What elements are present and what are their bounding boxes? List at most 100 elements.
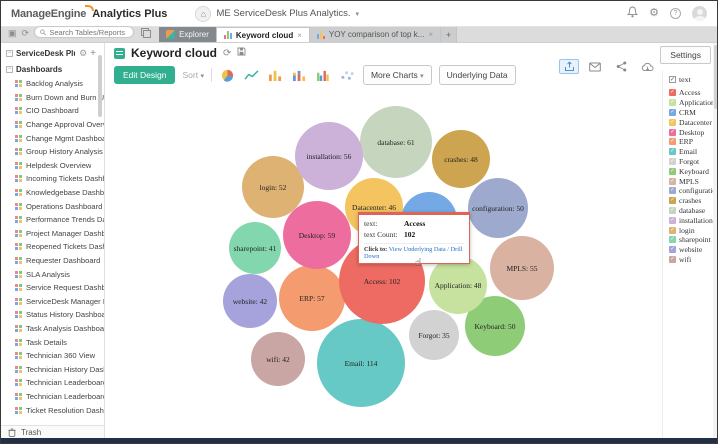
- legend-checkbox[interactable]: ✓: [669, 99, 676, 107]
- bubble-email[interactable]: Email: 114: [317, 319, 405, 407]
- sidebar-item[interactable]: Change Approval Overview: [15, 118, 104, 132]
- sidebar-section-dashboards[interactable]: − Dashboards: [1, 63, 104, 77]
- duplicate-tabs-icon[interactable]: [141, 27, 152, 38]
- legend-item[interactable]: ✓ configuration: [669, 186, 717, 196]
- pie-chart-icon[interactable]: [219, 68, 236, 83]
- window-icon[interactable]: ▣: [8, 27, 17, 38]
- tab-explorer[interactable]: Explorer: [159, 27, 217, 42]
- sidebar-item[interactable]: Operations Dashboard: [15, 199, 104, 213]
- sidebar-item[interactable]: Ticket Resolution Dashboard: [15, 403, 104, 417]
- sidebar-item[interactable]: Change Mgmt Dashboard: [15, 131, 104, 145]
- sidebar-item[interactable]: Status History Dashboard: [15, 308, 104, 322]
- legend-checkbox[interactable]: ✓: [669, 246, 676, 254]
- sidebar-item[interactable]: CIO Dashboard: [15, 104, 104, 118]
- legend-item[interactable]: ✓ sharepoint: [669, 235, 717, 245]
- legend-item[interactable]: ✓ installation: [669, 215, 717, 225]
- sidebar-workspace-title[interactable]: ServiceDesk Plus D...: [16, 49, 75, 58]
- sidebar-item[interactable]: SLA Analysis: [15, 267, 104, 281]
- legend-checkbox[interactable]: ✓: [669, 148, 676, 156]
- legend-checkbox[interactable]: ✓: [669, 236, 676, 244]
- sidebar-item[interactable]: Incoming Tickets Dashboard: [15, 172, 104, 186]
- bubble-mpls[interactable]: MPLS: 55: [490, 236, 554, 300]
- workspace-switcher[interactable]: ⌂ ME ServiceDesk Plus Analytics. ▾: [195, 5, 359, 22]
- sidebar-scrollbar[interactable]: [98, 55, 102, 117]
- legend-checkbox[interactable]: ✓: [669, 138, 676, 146]
- search-box[interactable]: [34, 26, 135, 38]
- trash-item[interactable]: Trash: [1, 425, 105, 438]
- sidebar-item[interactable]: Reopened Tickets Dashboard: [15, 240, 104, 254]
- grouped-bar-chart-icon[interactable]: [315, 68, 332, 83]
- legend-item[interactable]: ✓ Forgot: [669, 157, 717, 167]
- legend-checkbox[interactable]: ✓: [669, 167, 676, 175]
- refresh-icon[interactable]: ⟳: [223, 47, 232, 59]
- sidebar-item[interactable]: Burn Down and Burn Up Das...: [15, 91, 104, 105]
- legend-checkbox[interactable]: ✓: [669, 255, 676, 263]
- bubble-application[interactable]: Application: 48: [429, 256, 487, 314]
- bubble-forgot[interactable]: Forgot: 35: [409, 310, 459, 360]
- sidebar-item[interactable]: Group History Analysis: [15, 145, 104, 159]
- sidebar-item[interactable]: ServiceDesk Manager Dashb...: [15, 295, 104, 309]
- bubble-configuration[interactable]: configuration: 50: [468, 178, 528, 238]
- legend-item[interactable]: ✓ Keyboard: [669, 166, 717, 176]
- underlying-data-button[interactable]: Underlying Data: [438, 65, 516, 85]
- settings-button[interactable]: Settings: [660, 46, 711, 64]
- legend-checkbox[interactable]: ✓: [669, 118, 676, 126]
- sidebar-item[interactable]: Requester Dashboard: [15, 254, 104, 268]
- collapse-icon[interactable]: −: [6, 50, 13, 57]
- add-icon[interactable]: +: [90, 48, 96, 59]
- legend-item[interactable]: ✓ CRM: [669, 108, 717, 118]
- bar-chart-icon[interactable]: [267, 68, 284, 83]
- bubble-desktop[interactable]: Desktop: 59: [283, 201, 351, 269]
- legend-checkbox[interactable]: ✓: [669, 216, 676, 224]
- sidebar-item[interactable]: Technician Leaderboard: [15, 376, 104, 390]
- legend-checkbox[interactable]: ✓: [669, 157, 676, 165]
- sidebar-item[interactable]: Task Details: [15, 335, 104, 349]
- legend-checkbox[interactable]: ✓: [669, 89, 676, 97]
- bubble-wifi[interactable]: wifi: 42: [251, 332, 305, 386]
- user-avatar[interactable]: [692, 6, 707, 21]
- edit-design-button[interactable]: Edit Design: [114, 66, 176, 84]
- legend-item[interactable]: ✓ database: [669, 206, 717, 216]
- legend-checkbox[interactable]: ✓: [669, 206, 676, 214]
- legend-checkbox[interactable]: ✓: [669, 177, 676, 185]
- notifications-bell-icon[interactable]: [626, 6, 639, 21]
- sidebar-item[interactable]: Knowledgebase Dashboard: [15, 186, 104, 200]
- legend-checkbox[interactable]: ✓: [669, 197, 676, 205]
- sort-dropdown[interactable]: Sort ▾: [182, 70, 204, 80]
- email-icon[interactable]: [585, 59, 605, 74]
- cloud-download-icon[interactable]: [637, 59, 657, 74]
- save-icon[interactable]: [237, 47, 246, 59]
- legend-item[interactable]: ✓ wifi: [669, 255, 717, 265]
- gear-icon[interactable]: ⚙: [79, 48, 88, 58]
- close-icon[interactable]: ×: [428, 30, 433, 39]
- tab-yoy-comparison[interactable]: YOY comparison of top k... ×: [309, 27, 441, 42]
- legend-item[interactable]: ✓ crashes: [669, 196, 717, 206]
- vertical-scrollbar[interactable]: [713, 43, 717, 438]
- scatter-chart-icon[interactable]: [339, 68, 356, 83]
- new-tab-button[interactable]: +: [441, 27, 457, 42]
- bubble-sharepoint[interactable]: sharepoint: 41: [229, 222, 281, 274]
- sidebar-item[interactable]: Technician Leaderboard-Sa...: [15, 390, 104, 404]
- legend-select-all-checkbox[interactable]: ✓: [669, 76, 676, 83]
- legend-item[interactable]: ✓ Application: [669, 98, 717, 108]
- more-charts-button[interactable]: More Charts ▾: [362, 65, 432, 85]
- bubble-crashes[interactable]: crashes: 48: [432, 130, 490, 188]
- help-icon[interactable]: ?: [670, 8, 681, 19]
- legend-checkbox[interactable]: ✓: [669, 187, 676, 195]
- drill-down-link[interactable]: View Underlying Data / Drill Down: [364, 245, 463, 260]
- legend-item[interactable]: ✓ Access: [669, 88, 717, 98]
- legend-checkbox[interactable]: ✓: [669, 108, 676, 116]
- sidebar-item[interactable]: Backlog Analysis: [15, 77, 104, 91]
- refresh-icon[interactable]: ⟳: [21, 27, 30, 38]
- publish-icon[interactable]: [559, 59, 579, 74]
- sidebar-item[interactable]: Helpdesk Overview: [15, 159, 104, 173]
- settings-gear-icon[interactable]: ⚙: [649, 7, 659, 19]
- legend-item[interactable]: ✓ MPLS: [669, 176, 717, 186]
- sidebar-item[interactable]: Technician History Dashboard: [15, 362, 104, 376]
- legend-item[interactable]: ✓ login: [669, 225, 717, 235]
- tab-keyword-cloud[interactable]: Keyword cloud ×: [216, 27, 310, 42]
- bubble-erp[interactable]: ERP: 57: [279, 265, 345, 331]
- legend-item[interactable]: ✓ Email: [669, 147, 717, 157]
- search-input[interactable]: [49, 27, 129, 37]
- legend-item[interactable]: ✓ website: [669, 245, 717, 255]
